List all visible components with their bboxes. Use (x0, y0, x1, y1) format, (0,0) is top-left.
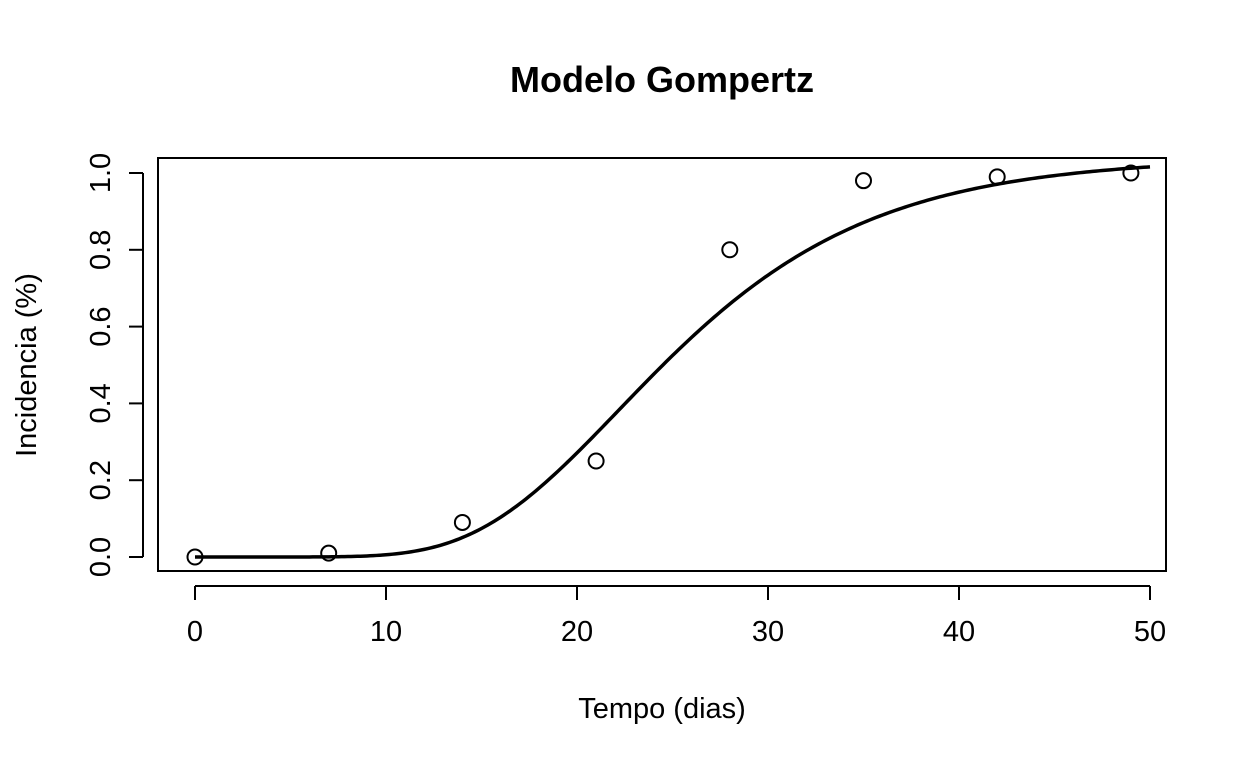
y-tick-label: 1.0 (85, 153, 117, 193)
data-point (1122, 164, 1140, 182)
y-tick-label: 0.0 (85, 537, 117, 577)
y-tick-label: 0.6 (85, 306, 117, 346)
data-point (855, 172, 872, 190)
x-axis-label: Tempo (dias) (578, 693, 746, 725)
plot-area-border (157, 157, 1167, 572)
x-tick-label: 0 (187, 616, 203, 648)
x-tick-label: 50 (1134, 616, 1166, 648)
x-tick-label: 20 (561, 616, 593, 648)
data-point (988, 168, 1006, 186)
observed-points (186, 164, 1140, 566)
gompertz-fit-curve (195, 165, 1151, 559)
data-point (721, 241, 739, 259)
x-tick-label: 30 (752, 616, 784, 648)
data-point (186, 548, 204, 566)
x-tick-label: 40 (943, 616, 975, 648)
y-tick-label: 0.2 (85, 460, 117, 500)
data-point (587, 452, 605, 470)
x-axis: 0 10 20 30 40 50 (187, 585, 1166, 648)
x-tick-label: 10 (370, 616, 402, 648)
y-tick-label: 0.4 (85, 383, 117, 423)
y-axis-label: Incidencia (%) (11, 273, 43, 457)
chart-title: Modelo Gompertz (510, 59, 814, 100)
data-point (320, 544, 338, 562)
y-axis: 0.0 0.2 0.4 0.6 0.8 1.0 (85, 153, 144, 577)
data-point (453, 513, 471, 531)
y-tick-label: 0.8 (85, 230, 117, 270)
